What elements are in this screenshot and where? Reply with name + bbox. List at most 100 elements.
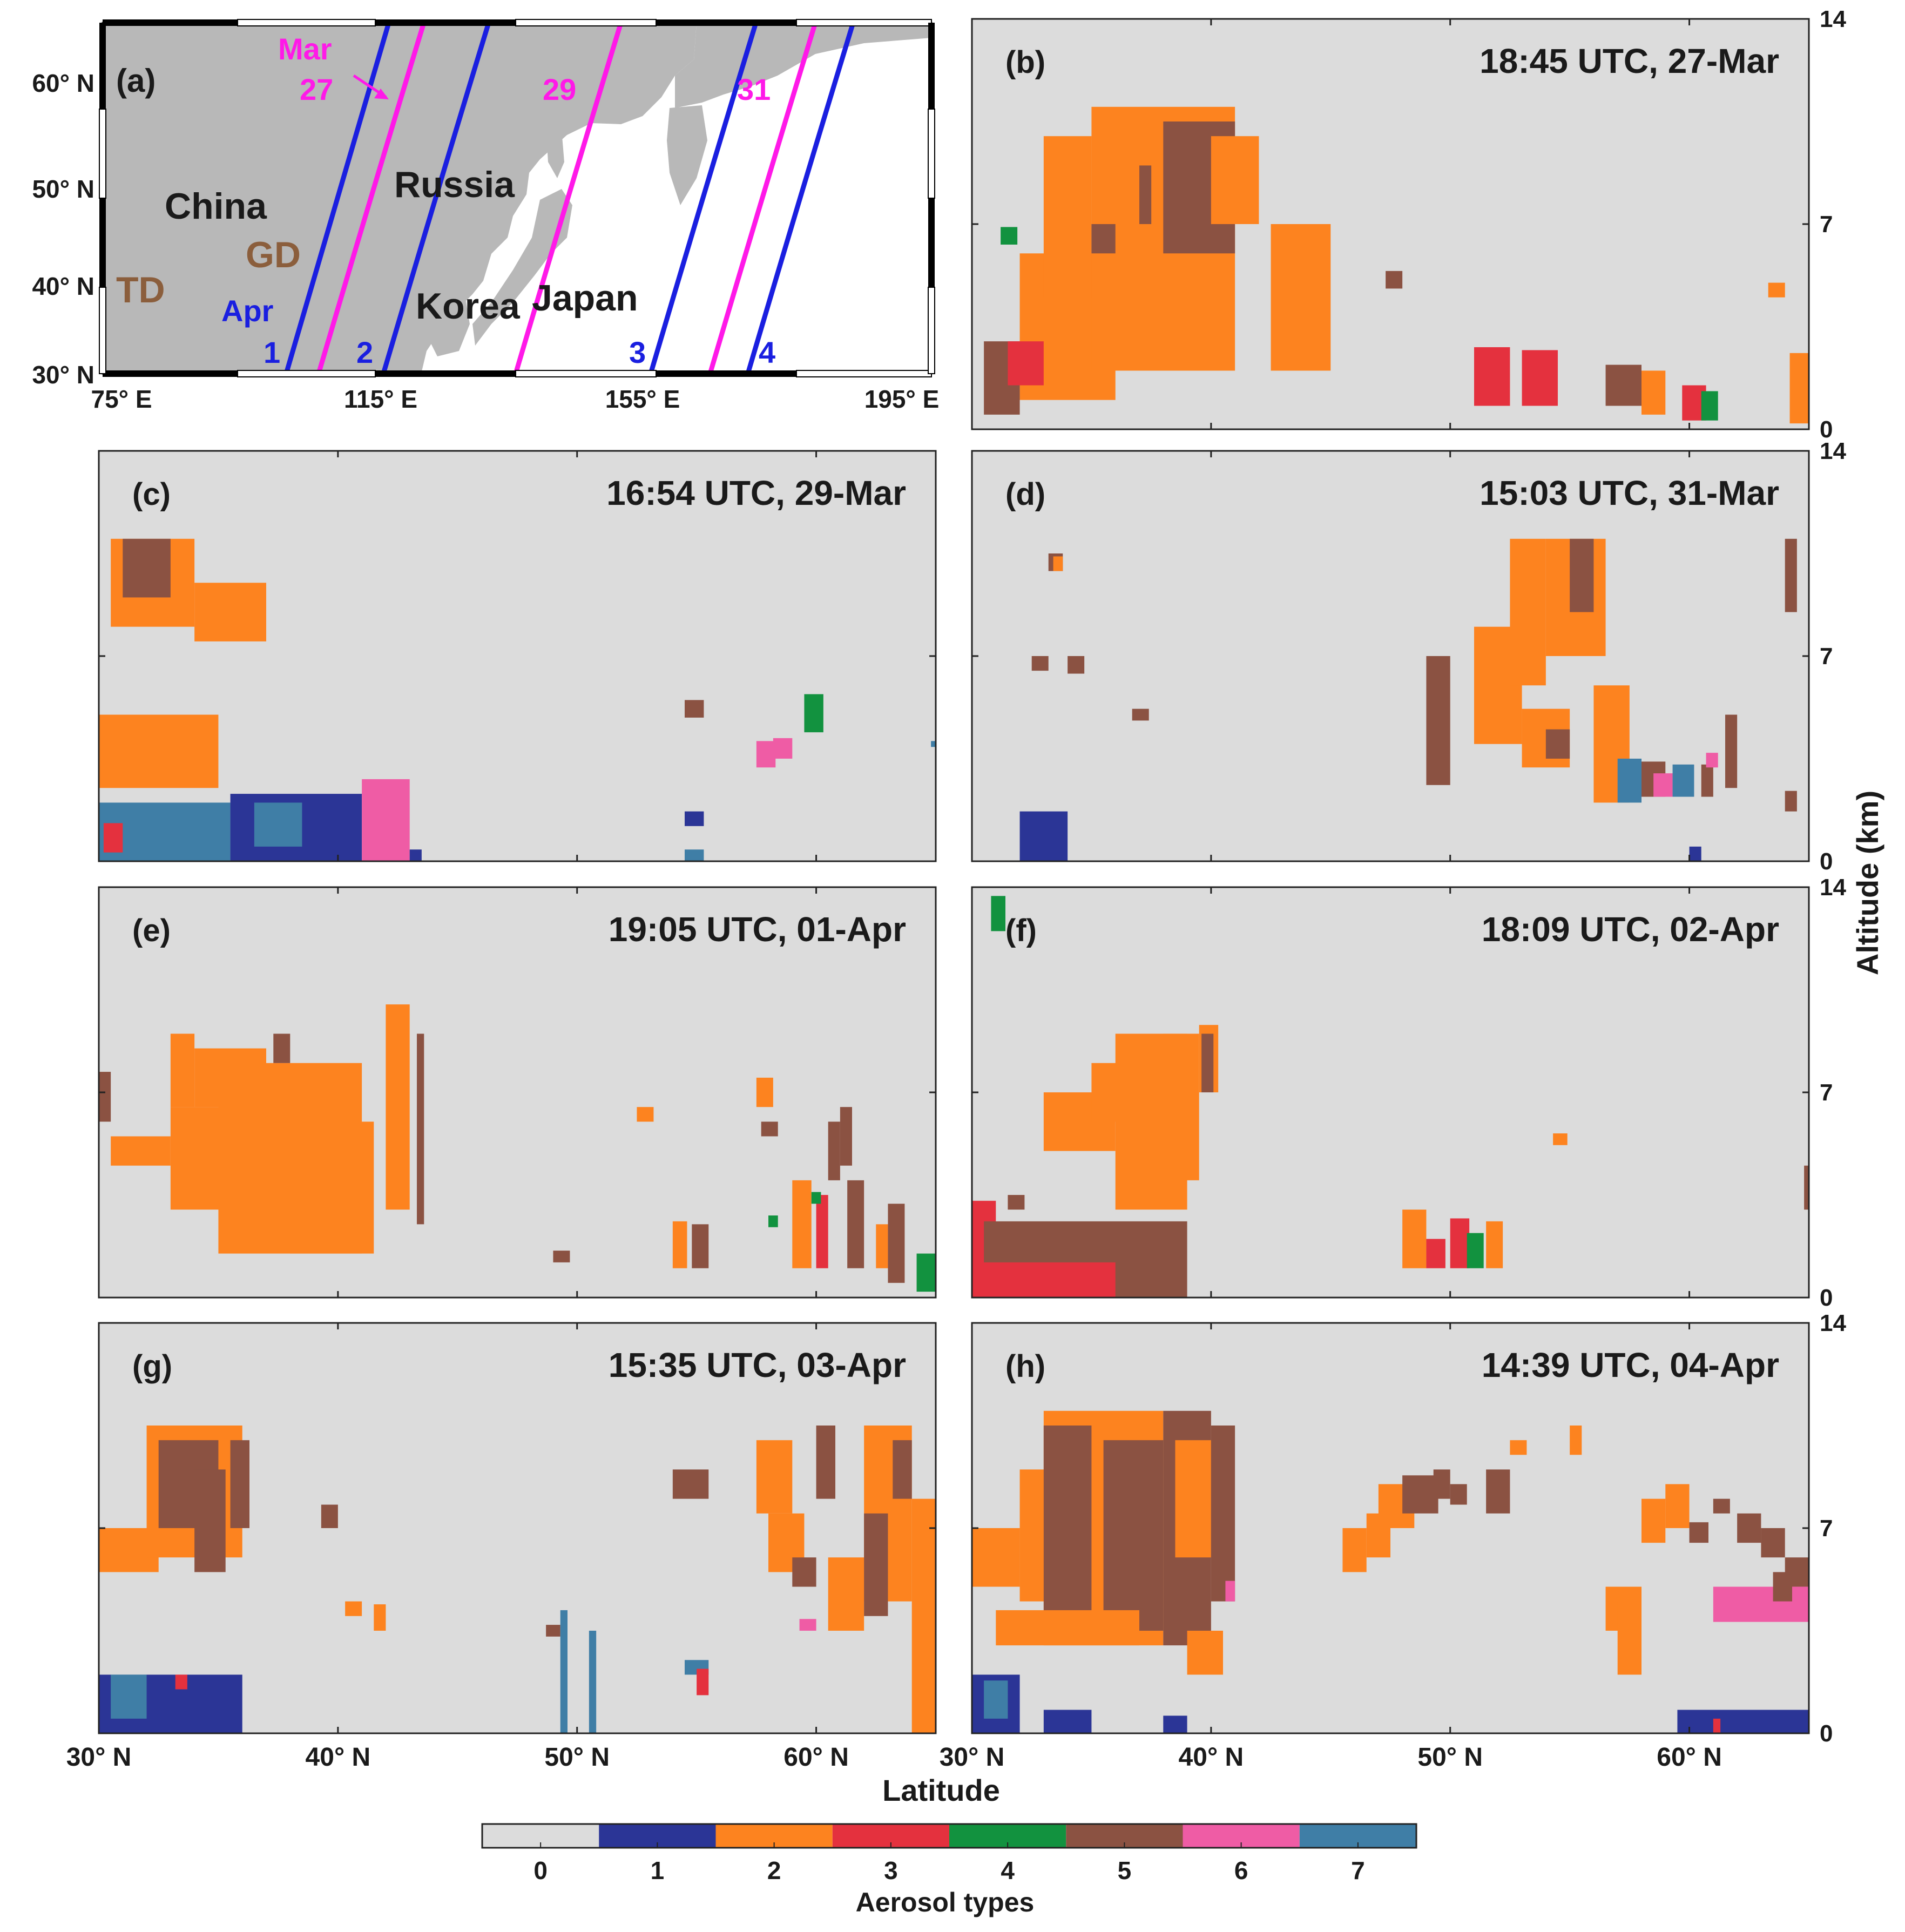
aerosol-cell-type-2 bbox=[972, 1528, 1020, 1587]
colorbar-title: Aerosol types bbox=[856, 1887, 1035, 1917]
aerosol-cell-type-5 bbox=[1737, 1513, 1761, 1543]
aerosol-cell-type-7 bbox=[984, 1680, 1008, 1719]
aerosol-cell-type-5 bbox=[194, 1469, 226, 1572]
colorbar-tick-label: 3 bbox=[884, 1856, 898, 1884]
aerosol-cell-type-2 bbox=[1789, 353, 1809, 424]
aerosol-cell-type-5 bbox=[1785, 538, 1797, 612]
panel-b: 0 7 14 (b) 18:45 UTC, 27-Mar bbox=[971, 6, 1846, 443]
panel-label: (c) bbox=[132, 477, 171, 512]
aerosol-cell-type-4 bbox=[804, 694, 823, 733]
aerosol-cell-type-2 bbox=[1043, 136, 1092, 298]
map-panel-a: (a) 60° N 50° N 40° N 30° N 75° E 115° E… bbox=[32, 19, 939, 413]
aerosol-cell-type-6 bbox=[362, 779, 410, 861]
map-track-label-mar-31: 31 bbox=[737, 72, 771, 106]
aerosol-cell-type-2 bbox=[828, 1557, 864, 1631]
aerosol-cell-type-5 bbox=[1450, 1484, 1467, 1505]
aerosol-cell-type-2 bbox=[1510, 1440, 1527, 1455]
aerosol-cell-type-2 bbox=[1641, 1498, 1666, 1543]
aerosol-cell-type-2 bbox=[1570, 1426, 1582, 1455]
aerosol-cell-type-2 bbox=[1187, 1631, 1223, 1675]
colorbar-tick-label: 1 bbox=[651, 1856, 665, 1884]
aerosol-cell-type-2 bbox=[876, 1224, 888, 1268]
aerosol-cell-type-2 bbox=[1175, 1440, 1211, 1558]
map-lat-tick-30: 30° N bbox=[32, 361, 94, 389]
map-land-korea bbox=[421, 270, 470, 356]
aerosol-cell-type-2 bbox=[1665, 1484, 1690, 1528]
aerosol-cells bbox=[972, 1410, 1809, 1733]
aerosol-cell-type-5 bbox=[99, 1072, 111, 1122]
mar-27-arrowhead bbox=[374, 89, 389, 99]
aerosol-cell-type-5 bbox=[816, 1426, 835, 1499]
aerosol-cell-type-5 bbox=[1043, 1426, 1092, 1616]
track-mar-27 bbox=[316, 23, 427, 374]
map-track-label-mar-29: 29 bbox=[543, 72, 576, 106]
aerosol-cell-type-5 bbox=[692, 1224, 709, 1268]
aerosol-cell-type-5 bbox=[1426, 656, 1450, 785]
panel-f: 0 7 14 (f) 18:09 UTC, 02-Apr bbox=[971, 874, 1846, 1311]
aerosol-cell-type-5 bbox=[840, 1107, 852, 1166]
colorbar-tick-label: 5 bbox=[1118, 1856, 1132, 1884]
map-label-china: China bbox=[165, 186, 267, 227]
x-axis-label: Latitude bbox=[882, 1773, 1000, 1807]
aerosol-cell-type-5 bbox=[792, 1557, 816, 1587]
aerosol-cell-type-1 bbox=[1163, 1715, 1187, 1733]
aerosol-cell-type-5 bbox=[685, 700, 704, 718]
aerosol-cell-type-2 bbox=[194, 583, 266, 641]
aerosol-cell-type-4 bbox=[811, 1192, 821, 1204]
aerosol-cell-type-2 bbox=[374, 1604, 386, 1631]
panel-g: 30° N 40° N 50° N 60° N (g) 15:35 UTC, 03-Apr bbox=[66, 1322, 937, 1772]
aerosol-cells bbox=[984, 106, 1809, 424]
aerosol-cell-type-5 bbox=[1132, 708, 1149, 721]
x-tick-label: 50° N bbox=[1417, 1743, 1483, 1772]
panel-label: (g) bbox=[132, 1349, 172, 1384]
aerosol-cell-type-5 bbox=[321, 1504, 338, 1528]
track-mar-31 bbox=[707, 23, 818, 374]
panel-label: (b) bbox=[1005, 45, 1045, 80]
panel-time: 15:35 UTC, 03-Apr bbox=[609, 1346, 906, 1384]
y-tick-label: 0 bbox=[1820, 1720, 1833, 1747]
aerosol-cell-type-3 bbox=[1474, 347, 1510, 406]
x-tick-label: 40° N bbox=[1179, 1743, 1244, 1772]
map-lat-tick-50: 50° N bbox=[32, 175, 94, 203]
aerosol-cell-type-2 bbox=[386, 1004, 410, 1210]
aerosol-cell-type-2 bbox=[1617, 1601, 1641, 1675]
aerosol-cell-type-2 bbox=[170, 1033, 195, 1107]
map-track-label-apr-3: 3 bbox=[629, 335, 646, 369]
aerosol-cell-type-6 bbox=[756, 741, 776, 768]
map-label-russia: Russia bbox=[394, 164, 515, 205]
aerosol-cell-type-5 bbox=[1804, 1165, 1809, 1210]
aerosol-cell-type-2 bbox=[1641, 370, 1666, 415]
aerosol-cell-type-5 bbox=[553, 1251, 570, 1262]
aerosol-cell-type-2 bbox=[1510, 538, 1546, 686]
panel-background bbox=[99, 451, 936, 861]
aerosol-cell-type-2 bbox=[672, 1221, 687, 1268]
map-lat-tick-60: 60° N bbox=[32, 69, 94, 97]
aerosol-cell-type-2 bbox=[756, 1440, 793, 1514]
colorbar-tick-label: 0 bbox=[533, 1856, 548, 1884]
aerosol-cell-type-6 bbox=[799, 1619, 816, 1631]
aerosol-cell-type-3 bbox=[103, 823, 123, 853]
aerosol-cell-type-7 bbox=[931, 741, 936, 747]
aerosol-cell-type-7 bbox=[560, 1610, 568, 1733]
aerosol-cell-type-5 bbox=[1031, 656, 1049, 671]
aerosol-cell-type-2 bbox=[996, 1610, 1139, 1646]
map-land-russia-east bbox=[675, 23, 931, 108]
map-legend-mar: Mar bbox=[278, 32, 332, 66]
aerosol-cell-type-2 bbox=[111, 1136, 171, 1166]
aerosol-cell-type-4 bbox=[768, 1215, 778, 1227]
x-tick-label: 50° N bbox=[544, 1743, 610, 1772]
panel-time: 19:05 UTC, 01-Apr bbox=[609, 910, 906, 949]
track-apr-4 bbox=[745, 23, 856, 374]
map-lon-tick-155: 155° E bbox=[605, 385, 680, 413]
map-lon-tick-75: 75° E bbox=[91, 385, 152, 413]
aerosol-cell-type-1 bbox=[685, 811, 704, 826]
aerosol-cell-type-5 bbox=[1785, 791, 1797, 812]
map-lon-tick-115: 115° E bbox=[344, 385, 417, 413]
aerosol-cell-type-5 bbox=[546, 1625, 560, 1637]
aerosol-cell-type-5 bbox=[1433, 1469, 1450, 1499]
y-axis-label: Altitude (km) bbox=[1850, 791, 1884, 975]
aerosol-cell-type-3 bbox=[1450, 1218, 1470, 1268]
aerosol-cell-type-5 bbox=[1068, 656, 1085, 674]
